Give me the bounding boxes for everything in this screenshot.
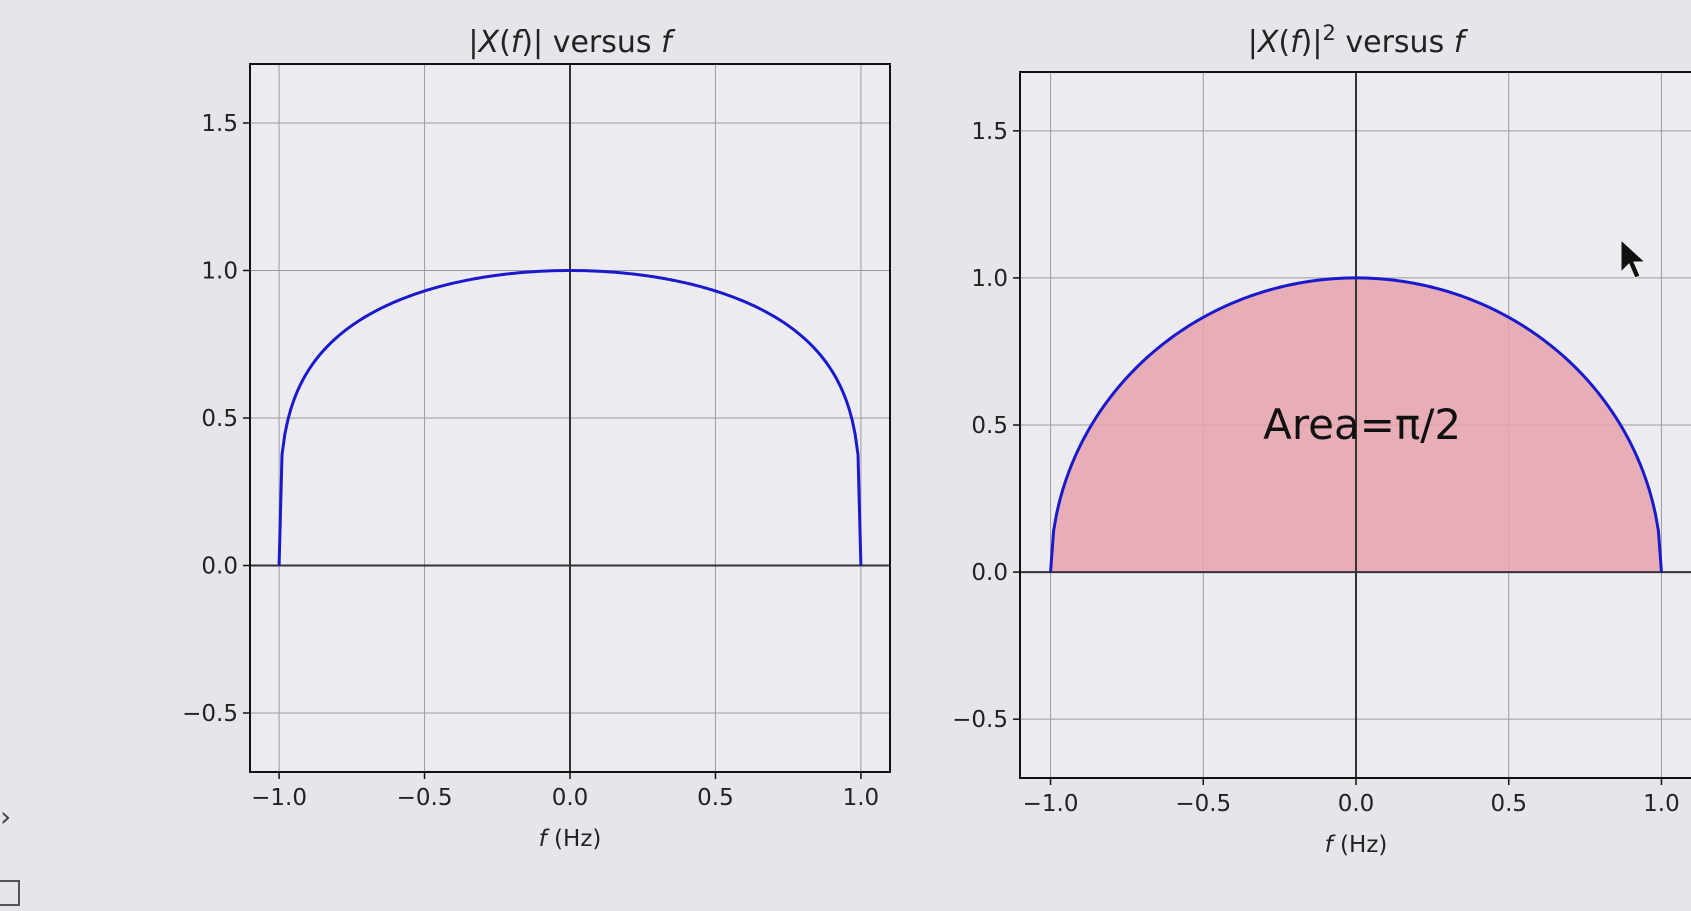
- list-icon[interactable]: [0, 880, 20, 906]
- data-point: [1064, 479, 1067, 482]
- data-point: [845, 399, 848, 402]
- y-tick-label: 0.0: [971, 560, 1008, 586]
- data-point: [307, 369, 310, 372]
- data-point: [510, 272, 513, 275]
- data-point: [452, 282, 455, 285]
- data-point: [1080, 442, 1083, 445]
- x-axis-label: f (Hz): [539, 826, 602, 852]
- x-tick-label: 0.0: [552, 785, 589, 811]
- x-tick-label: −1.0: [1023, 791, 1079, 817]
- y-tick-label: 1.5: [201, 111, 238, 137]
- data-point: [569, 269, 572, 272]
- data-point: [1599, 394, 1602, 397]
- chart-title: |X(f)|2 versus f: [1248, 21, 1469, 60]
- x-tick-label: −1.0: [251, 785, 307, 811]
- chart-title: |X(f)| versus f: [468, 25, 676, 60]
- x-tick-label: −0.5: [1175, 791, 1231, 817]
- chevron-right-icon[interactable]: ›: [0, 800, 12, 833]
- series-line: [1049, 276, 1663, 573]
- x-tick-label: 0.0: [1338, 791, 1375, 817]
- data-point: [743, 300, 746, 303]
- data-point: [1355, 276, 1358, 279]
- data-point: [1110, 394, 1113, 397]
- y-tick-label: 0.5: [201, 406, 238, 432]
- series-line: [277, 268, 863, 566]
- data-point: [1293, 282, 1296, 285]
- x-tick-label: 1.0: [1643, 791, 1680, 817]
- data-point: [1645, 479, 1648, 482]
- data-point: [394, 300, 397, 303]
- data-point: [1538, 335, 1541, 338]
- mouse-cursor-icon: [1620, 238, 1647, 279]
- y-tick-label: 1.0: [201, 259, 238, 285]
- x-tick-label: 0.5: [1490, 791, 1527, 817]
- data-point: [1049, 571, 1052, 574]
- data-point: [857, 453, 860, 456]
- data-point: [1232, 301, 1235, 304]
- data-point: [278, 564, 281, 567]
- y-tick-label: 0.0: [201, 554, 238, 580]
- y-tick-label: 0.5: [971, 413, 1008, 439]
- data-point: [1629, 442, 1632, 445]
- y-tick-label: 1.0: [971, 266, 1008, 292]
- data-point: [1660, 571, 1663, 574]
- x-tick-label: −0.5: [397, 785, 453, 811]
- data-point: [830, 369, 833, 372]
- data-point: [801, 335, 804, 338]
- y-tick-label: 1.5: [971, 119, 1008, 145]
- x-tick-label: 1.0: [843, 785, 880, 811]
- data-point: [1171, 335, 1174, 338]
- data-point: [336, 335, 339, 338]
- data-point: [627, 272, 630, 275]
- data-point: [1416, 282, 1419, 285]
- data-point: [292, 399, 295, 402]
- subplot-1: −1.0 −0.5 0.0 0.5 1.0 −0.5 0.0 0.5 1.0 1.5 |X(f)| …: [182, 25, 891, 852]
- data-point: [281, 453, 284, 456]
- area-annotation: Area=π/2: [1263, 400, 1461, 449]
- subplot-2: −1.0 −0.5 0.0 0.5 1.0 −0.5 0.0 0.5 1.0 1.5 |X(f)|2…: [952, 21, 1691, 858]
- x-tick-label: 0.5: [697, 785, 734, 811]
- x-axis-label: f (Hz): [1325, 832, 1388, 858]
- y-tick-label: −0.5: [182, 701, 238, 727]
- y-tick-label: −0.5: [952, 707, 1008, 733]
- data-point: [859, 564, 862, 567]
- data-point: [685, 282, 688, 285]
- data-point: [1477, 301, 1480, 304]
